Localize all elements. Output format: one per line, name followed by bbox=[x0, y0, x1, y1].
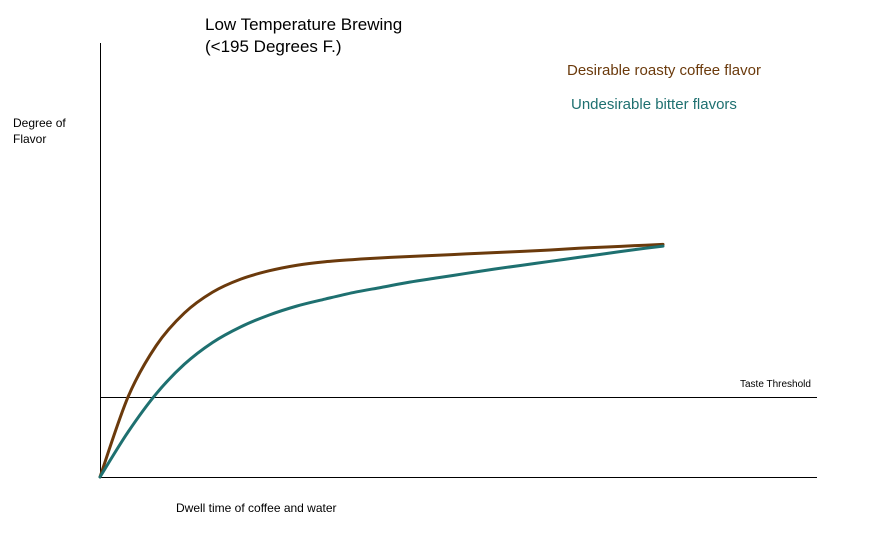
chart-title-line-1: Low Temperature Brewing bbox=[205, 15, 403, 34]
taste-threshold-label: Taste Threshold bbox=[740, 379, 811, 390]
chart-title: Low Temperature Brewing (<195 Degrees F.… bbox=[205, 14, 402, 58]
series-line-roasty-flavor bbox=[98, 242, 665, 479]
legend-entry-roasty-flavor: Desirable roasty coffee flavor bbox=[567, 62, 761, 79]
x-axis-label: Dwell time of coffee and water bbox=[176, 501, 337, 515]
legend-entry-bitter-flavors: Undesirable bitter flavors bbox=[571, 96, 737, 113]
series-line-bitter-flavors bbox=[98, 244, 665, 479]
y-axis-label: Degree of Flavor bbox=[13, 116, 66, 146]
chart-title-line-2: (<195 Degrees F.) bbox=[205, 37, 342, 56]
